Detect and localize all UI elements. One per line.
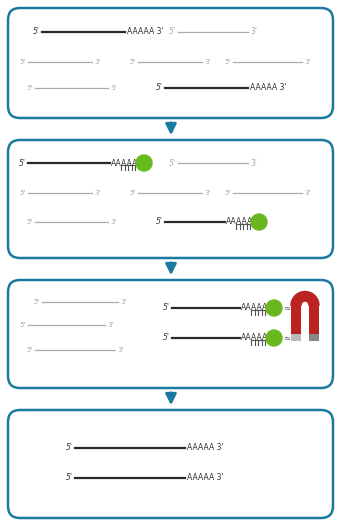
Text: 5': 5' <box>225 59 231 65</box>
Text: AAAAA 3': AAAAA 3' <box>250 84 287 93</box>
Text: 5': 5' <box>20 190 26 196</box>
Text: AAAAA: AAAAA <box>241 304 268 313</box>
Text: 3': 3' <box>250 28 257 37</box>
Text: 3': 3' <box>304 190 310 196</box>
Text: 3': 3' <box>120 299 127 305</box>
Text: 5': 5' <box>33 28 40 37</box>
Text: 3': 3' <box>117 347 123 353</box>
FancyBboxPatch shape <box>309 305 319 340</box>
Text: 5': 5' <box>27 85 33 91</box>
Text: AAAAA 3': AAAAA 3' <box>127 28 164 37</box>
Text: AAAAA: AAAAA <box>111 158 138 167</box>
Text: 3': 3' <box>107 322 113 328</box>
Text: 3': 3' <box>94 190 100 196</box>
Text: 3': 3' <box>250 158 257 167</box>
Text: 5': 5' <box>156 84 163 93</box>
Text: 5': 5' <box>169 28 176 37</box>
FancyBboxPatch shape <box>8 140 333 258</box>
Text: 3': 3' <box>94 59 100 65</box>
FancyBboxPatch shape <box>8 8 333 118</box>
Text: 5': 5' <box>66 473 73 482</box>
Text: 5': 5' <box>169 158 176 167</box>
Text: AAAAA 3': AAAAA 3' <box>187 473 224 482</box>
FancyBboxPatch shape <box>8 280 333 388</box>
Text: AAAAA: AAAAA <box>226 217 253 226</box>
Text: ≈: ≈ <box>283 333 290 342</box>
Text: 5': 5' <box>66 444 73 453</box>
Circle shape <box>266 300 282 316</box>
FancyBboxPatch shape <box>291 305 301 340</box>
Polygon shape <box>291 292 319 305</box>
Text: 5': 5' <box>27 219 33 225</box>
Text: 5': 5' <box>163 304 170 313</box>
Text: 3': 3' <box>204 59 210 65</box>
Text: 5': 5' <box>163 333 170 342</box>
Text: AAAAA 3': AAAAA 3' <box>187 444 224 453</box>
Text: 3': 3' <box>110 219 116 225</box>
Text: 5': 5' <box>20 59 26 65</box>
Text: 5': 5' <box>130 59 136 65</box>
Circle shape <box>251 214 267 230</box>
Text: 5': 5' <box>20 322 26 328</box>
FancyBboxPatch shape <box>8 410 333 518</box>
Text: 3': 3' <box>110 85 116 91</box>
FancyBboxPatch shape <box>309 333 319 340</box>
Text: 3': 3' <box>204 190 210 196</box>
Text: 5': 5' <box>34 299 40 305</box>
Text: 3': 3' <box>304 59 310 65</box>
Text: ≈: ≈ <box>283 304 290 313</box>
Text: AAAAA: AAAAA <box>241 333 268 342</box>
Text: 5': 5' <box>130 190 136 196</box>
Text: 5': 5' <box>27 347 33 353</box>
Text: 5': 5' <box>156 217 163 226</box>
FancyBboxPatch shape <box>291 333 301 340</box>
Text: 5': 5' <box>19 158 26 167</box>
Circle shape <box>136 155 152 171</box>
Circle shape <box>266 330 282 346</box>
Text: 5': 5' <box>225 190 231 196</box>
